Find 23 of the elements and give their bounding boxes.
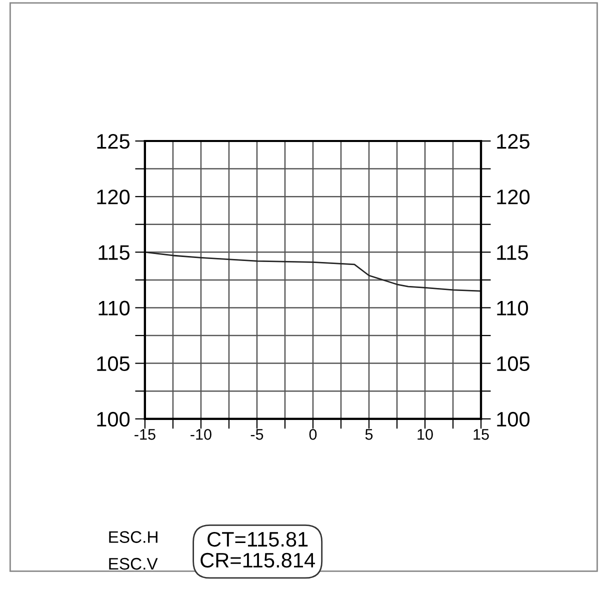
x-tick-label: -15 [134, 429, 156, 440]
text: ESC.V [109, 558, 158, 570]
text: ESC.H [109, 531, 158, 543]
x-tick-label: -10 [190, 429, 212, 440]
y-tick-label: 105 [97, 356, 130, 372]
y2-tick-label: 110 [497, 300, 528, 316]
y2-tick-label: 115 [497, 245, 528, 260]
x-tick-label: 15 [474, 429, 489, 440]
y2-tick-label: 100 [497, 412, 530, 427]
text: CT=115.81 CR=115.814 [200, 532, 315, 568]
y-tick-label: 125 [97, 134, 130, 149]
y-tick-label: 115 [98, 245, 130, 260]
y2-tick-label: 105 [497, 356, 530, 372]
x-tick-label: 0 [309, 429, 317, 440]
x-tick-label: 10 [418, 429, 433, 440]
y2-tick-label: 120 [497, 190, 530, 204]
y2-tick-label: 125 [497, 134, 530, 149]
x-tick-label: -5 [250, 429, 264, 440]
y-tick-label: 120 [97, 190, 130, 204]
y-tick-label: 110 [98, 300, 130, 316]
y-tick-label: 100 [97, 412, 130, 427]
line-series [144, 251, 481, 292]
x-tick-label: 5 [365, 429, 373, 440]
